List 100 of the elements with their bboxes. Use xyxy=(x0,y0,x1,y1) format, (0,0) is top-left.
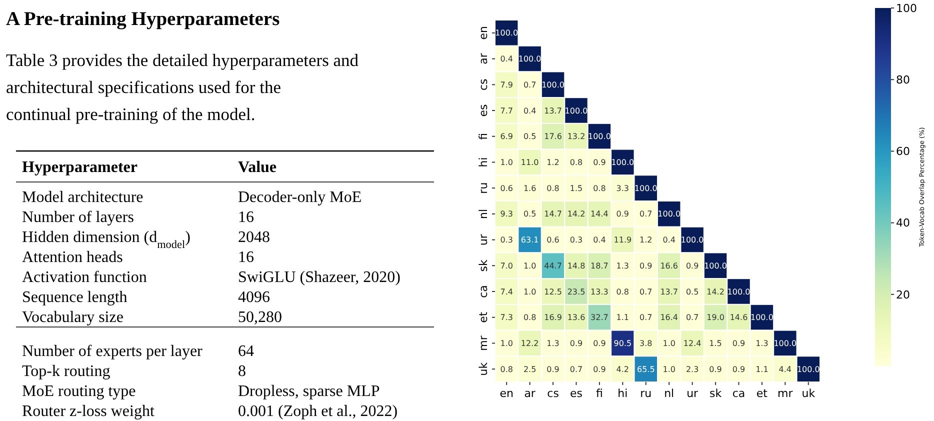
data-label: 1.0 xyxy=(500,339,513,348)
data-label: 12.5 xyxy=(544,287,562,296)
text: 2048 xyxy=(238,229,270,246)
data-label: 0.4 xyxy=(593,236,606,245)
y-tick-label: ar xyxy=(477,52,490,64)
y-tick-label: mr xyxy=(477,335,490,351)
data-label: 1.0 xyxy=(662,339,676,348)
text: Value xyxy=(238,159,277,176)
color-bar-label: 100 xyxy=(896,2,917,15)
text: Model architecture xyxy=(22,189,144,206)
y-tick-label: es xyxy=(477,104,490,117)
text: Number of experts per layer xyxy=(22,343,204,360)
text: Top-k routing xyxy=(22,363,110,380)
data-label: 1.2 xyxy=(640,236,652,245)
x-tick-label: ur xyxy=(686,387,699,400)
data-label: 0.7 xyxy=(640,287,652,296)
data-label: 0.6 xyxy=(500,184,513,193)
text: Table 3 provides the detailed hyperparameters and architectural specifications used for the continual pre-training of the model. xyxy=(6,50,359,124)
data-label: 13.3 xyxy=(590,287,608,296)
text: 16 xyxy=(238,249,254,266)
data-label: 1.5 xyxy=(709,339,722,348)
text: A Pre-training Hyperparameters xyxy=(6,9,280,30)
text: 8 xyxy=(238,363,246,380)
y-tick-label: ca xyxy=(477,285,490,298)
y-tick-label: ru xyxy=(477,182,490,194)
text: 4096 xyxy=(238,289,270,306)
data-label: 1.0 xyxy=(523,287,536,296)
data-label: 1.2 xyxy=(546,158,560,168)
data-label: 6.9 xyxy=(500,132,513,142)
data-label: 18.7 xyxy=(590,261,608,270)
data-label: 12.2 xyxy=(520,339,539,348)
text: 16 xyxy=(238,209,254,226)
data-label: 1.3 xyxy=(616,261,630,270)
data-label: 0.9 xyxy=(709,364,722,374)
text: Sequence length xyxy=(22,289,128,306)
y-tick-label: et xyxy=(477,311,490,323)
data-label: 100.0 xyxy=(518,54,542,64)
data-label: 100.0 xyxy=(495,28,518,38)
data-label: 14.7 xyxy=(544,210,562,219)
data-label: 0.9 xyxy=(546,364,560,374)
text: 64 xyxy=(238,343,254,360)
data-label: 0.3 xyxy=(500,236,513,245)
data-label: 100.0 xyxy=(774,339,797,348)
data-label: 0.9 xyxy=(686,261,699,270)
data-label: 100.0 xyxy=(727,287,750,296)
data-label: 0.8 xyxy=(593,184,606,193)
data-label: 23.5 xyxy=(567,287,586,296)
data-label: 0.9 xyxy=(570,339,583,348)
data-label: 1.0 xyxy=(523,261,536,270)
x-tick-label: cs xyxy=(547,387,560,400)
data-label: 16.6 xyxy=(660,261,678,270)
x-tick-label: es xyxy=(570,387,583,400)
x-tick-label: ar xyxy=(524,387,536,400)
data-label: 1.0 xyxy=(662,364,676,374)
x-tick-label: sk xyxy=(709,387,722,400)
y-tick-label: uk xyxy=(477,362,490,376)
text: Decoder-only MoE xyxy=(238,189,362,206)
data-label: 0.5 xyxy=(686,287,699,296)
text: Hyperparameter xyxy=(22,159,138,176)
y-tick-label: sk xyxy=(477,258,490,272)
color-bar-label: 40 xyxy=(896,216,910,230)
data-label: 7.3 xyxy=(500,313,513,322)
y-tick-label: hi xyxy=(477,157,490,168)
data-label: 3.8 xyxy=(640,339,652,348)
x-tick-label: nl xyxy=(664,387,674,400)
text: Vocabulary size xyxy=(22,309,124,326)
data-label: 11.0 xyxy=(520,158,539,168)
data-label: 14.2 xyxy=(706,287,724,296)
data-label: 0.7 xyxy=(686,313,699,322)
data-label: 0.8 xyxy=(546,184,560,193)
data-label: 3.3 xyxy=(616,184,630,193)
data-label: 100.0 xyxy=(564,106,588,116)
data-label: 44.7 xyxy=(544,261,562,270)
x-tick-label: uk xyxy=(802,387,816,400)
data-label: 14.2 xyxy=(567,210,586,219)
y-tick-label: cs xyxy=(477,78,490,91)
data-label: 7.7 xyxy=(500,106,513,116)
data-label: 11.9 xyxy=(614,236,632,245)
data-label: 1.3 xyxy=(756,339,768,348)
data-label: 13.7 xyxy=(544,106,562,116)
data-label: 17.6 xyxy=(544,132,562,142)
text: Attention heads xyxy=(22,249,123,266)
data-label: 7.9 xyxy=(500,80,513,90)
x-tick-label: fi xyxy=(596,387,603,400)
text: Dropless, sparse MLP xyxy=(238,383,380,400)
data-label: 14.6 xyxy=(730,313,748,322)
data-label: 2.3 xyxy=(686,364,699,374)
data-label: 1.6 xyxy=(523,184,536,193)
y-tick-label: nl xyxy=(477,208,490,219)
text: Router z-loss weight xyxy=(22,403,155,420)
data-label: 0.9 xyxy=(593,158,606,168)
data-label: 100.0 xyxy=(680,236,704,245)
data-label: 100.0 xyxy=(750,313,774,322)
data-label: 14.4 xyxy=(590,210,608,219)
data-label: 0.7 xyxy=(640,313,652,322)
data-label: 0.7 xyxy=(570,364,583,374)
y-tick-label: fi xyxy=(477,132,490,140)
data-label: 1.5 xyxy=(570,184,583,193)
y-tick-label: en xyxy=(477,26,490,40)
data-label: 90.5 xyxy=(614,339,632,348)
